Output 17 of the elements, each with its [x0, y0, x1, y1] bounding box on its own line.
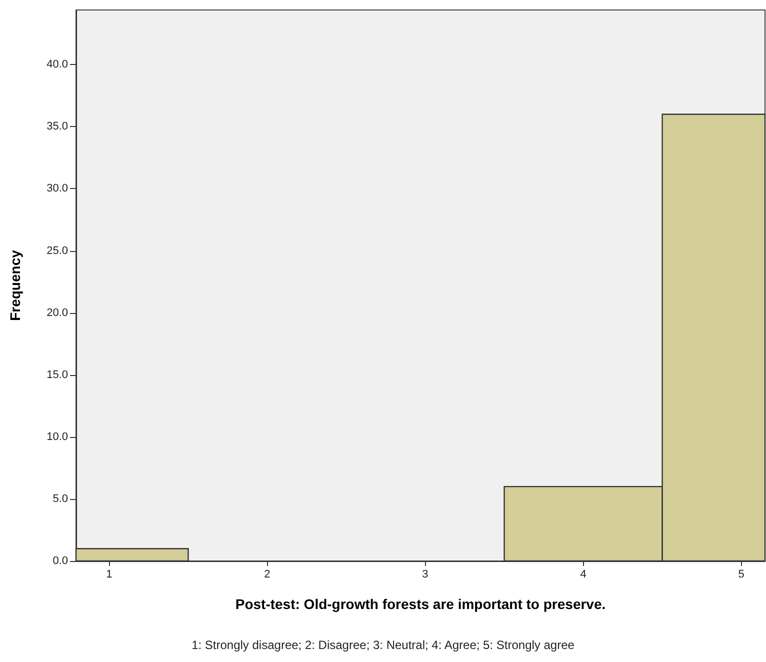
- x-tick-label: 2: [264, 568, 270, 580]
- y-tick-label: 0.0: [52, 555, 68, 567]
- y-tick-label: 5.0: [52, 492, 68, 505]
- y-tick-label: 35.0: [46, 120, 68, 133]
- x-tick-label: 4: [580, 568, 586, 580]
- x-tick-label: 1: [106, 568, 112, 580]
- text: 1: Strongly disagree; 2: Disagree; 3: Neutral; 4: Agree; 5: Strongly agree: [192, 638, 575, 652]
- y-tick-label: 20.0: [46, 306, 68, 319]
- x-axis-title: Post-test: Old-growth forests are important to preserve.: [235, 596, 606, 612]
- y-tick-label: 25.0: [46, 244, 68, 257]
- y-tick-label: 40.0: [46, 58, 68, 71]
- x-tick-label: 3: [422, 568, 428, 580]
- x-tick-label: 5: [738, 568, 744, 580]
- y-tick-label: 10.0: [46, 430, 68, 443]
- y-tick-label: 30.0: [46, 182, 68, 195]
- y-axis-title: Frequency: [7, 250, 23, 321]
- y-tick-label: 15.0: [46, 368, 68, 381]
